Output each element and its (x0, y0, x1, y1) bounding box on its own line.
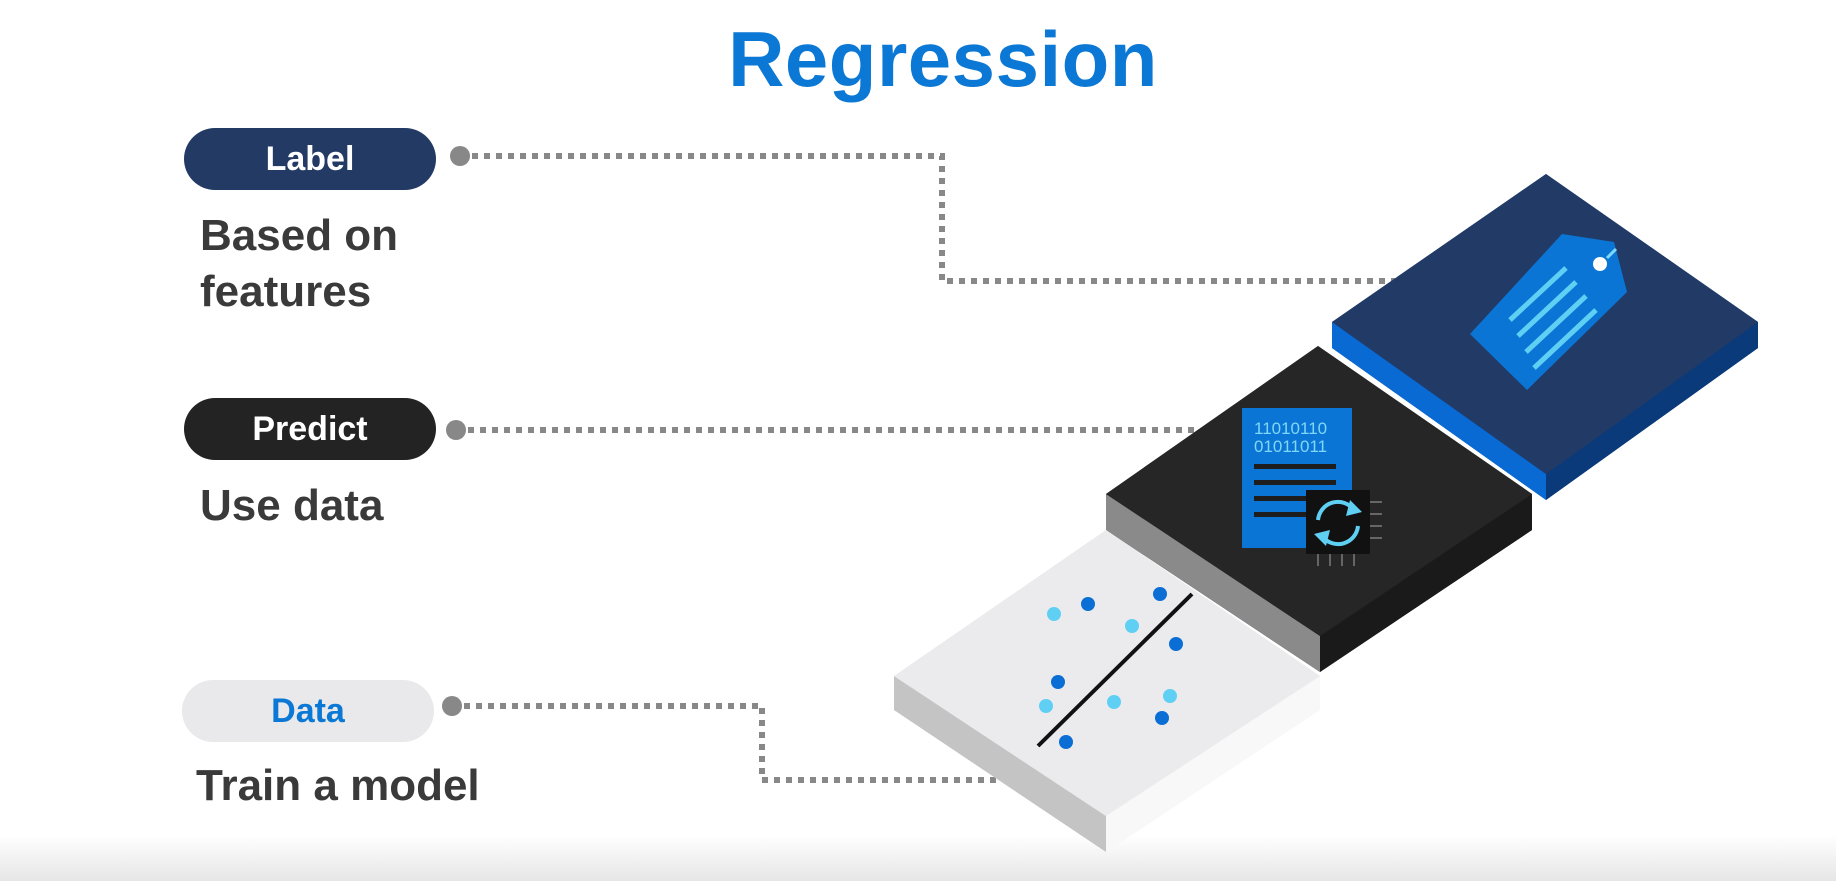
label-connector (460, 153, 1395, 284)
data-description: Train a model (196, 761, 480, 810)
predict-description: Use data (200, 481, 384, 530)
label-description-line-1: Based on (200, 211, 399, 260)
sync-chip-icon (1306, 490, 1382, 566)
scatter-regression-icon (1036, 587, 1194, 749)
bottom-fade (0, 835, 1836, 881)
predict-connector-dot (446, 420, 466, 440)
data-tile (894, 530, 1320, 852)
label-description: Based on features (200, 208, 398, 320)
data-pill: Data (182, 680, 434, 742)
binary-line-1: 11010110 (1254, 419, 1327, 438)
label-pill: Label (184, 128, 436, 190)
label-connector-dot (450, 146, 470, 166)
data-connector-dot (442, 696, 462, 716)
page-title: Regression (728, 15, 1158, 103)
label-description-line-2: features (200, 267, 372, 316)
price-tag-icon (1470, 234, 1627, 390)
binary-line-2: 01011011 (1254, 437, 1327, 456)
connectors (452, 153, 1395, 783)
predict-pill: Predict (184, 398, 436, 460)
